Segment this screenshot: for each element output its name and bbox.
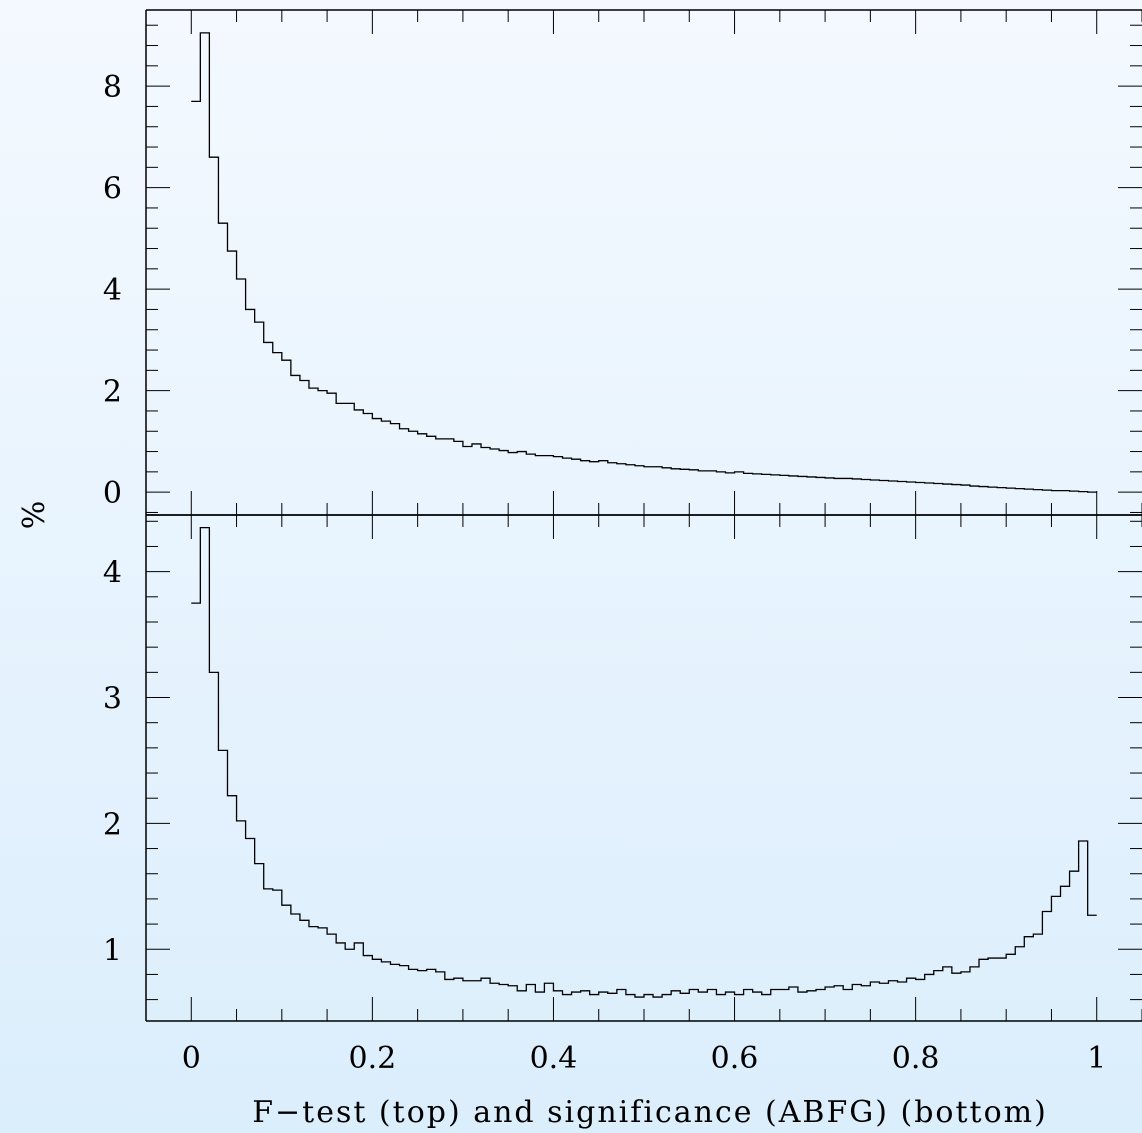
y-tick-label: 8 <box>103 70 122 105</box>
y-tick-label: 2 <box>103 375 122 410</box>
y-tick-label: 6 <box>103 172 122 207</box>
x-tick-label: 0.8 <box>892 1041 940 1076</box>
y-tick-label: 4 <box>103 556 122 591</box>
x-tick-label: 0.6 <box>711 1041 759 1076</box>
bottom-panel: 1 2 3 4 <box>103 514 1142 1022</box>
x-tick-label: 0.2 <box>349 1041 397 1076</box>
x-tick-label: 0 <box>182 1041 201 1076</box>
y-tick-label: 1 <box>103 933 122 968</box>
y-tick-label: 4 <box>103 273 122 308</box>
y-tick-label: 2 <box>103 807 122 842</box>
x-tick-label: 1 <box>1087 1041 1106 1076</box>
y-tick-label: 3 <box>103 682 122 717</box>
histogram-series <box>191 32 1097 493</box>
x-axis-label: F−test (top) and significance (ABFG) (bo… <box>252 1095 1048 1130</box>
x-tick-label: 0.4 <box>530 1041 578 1076</box>
x-tick-labels: 0 0.2 0.4 0.6 0.8 1 <box>182 1041 1107 1076</box>
histogram-series <box>191 526 1097 998</box>
y-axis-label: % <box>17 501 52 530</box>
top-panel: 0 2 4 6 8 <box>103 9 1142 516</box>
y-tick-label: 0 <box>103 476 122 511</box>
